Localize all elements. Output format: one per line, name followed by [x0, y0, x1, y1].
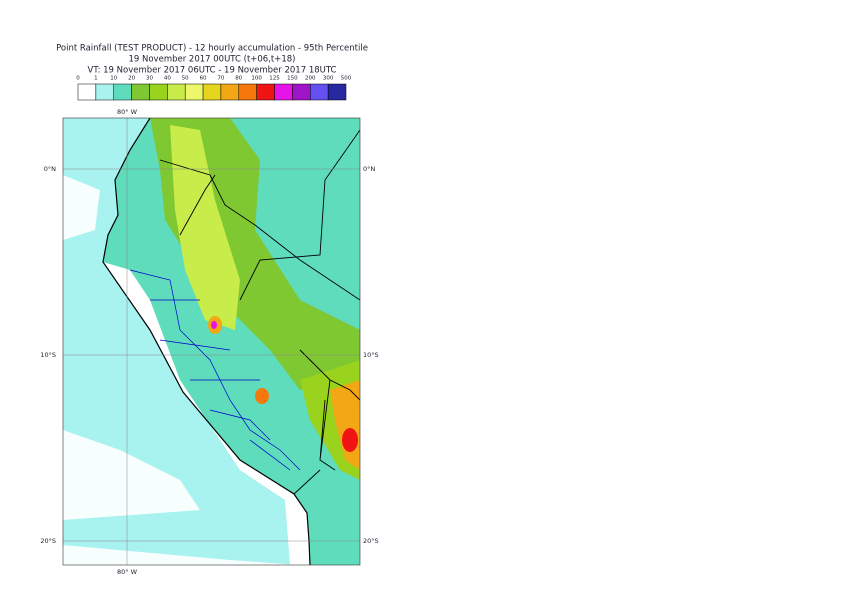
legend-swatch [113, 83, 132, 101]
legend-label: 50 [182, 76, 189, 82]
legend-label: 30 [146, 76, 153, 82]
legend-swatch [256, 83, 275, 101]
legend-swatch [202, 83, 222, 101]
legend-label: 100 [251, 76, 262, 82]
rain-red [342, 428, 358, 452]
legend-label: 40 [164, 76, 171, 82]
rain-max [211, 321, 217, 329]
legend-swatch [167, 83, 186, 101]
legend-label: 80 [235, 76, 242, 82]
legend-label: 20 [128, 76, 135, 82]
lon-label: 80° W [117, 108, 138, 116]
lat-label: 10°S [363, 351, 379, 359]
land [103, 118, 360, 565]
legend-label: 10 [110, 76, 117, 82]
validity: VT: 19 November 2017 06UTC - 19 November… [88, 66, 337, 76]
dry-ocean [63, 175, 300, 565]
admin-borders [129, 269, 301, 471]
legend: 0 1 10 20 30 40 50 60 70 80 100 125 150 200 300 500 [76, 76, 352, 101]
lat-label: 0°N [44, 165, 56, 173]
lon-label: 80° W [117, 568, 138, 576]
coastline [102, 118, 311, 565]
lat-label: 0°N [363, 165, 375, 173]
subtitle: 19 November 2017 00UTC (t+06,t+18) [128, 55, 295, 65]
legend-swatch [184, 83, 204, 101]
legend-label: 60 [200, 76, 207, 82]
legend-swatch [238, 83, 257, 101]
legend-swatch [327, 83, 347, 101]
legend-label: 300 [323, 76, 334, 82]
map [63, 118, 360, 565]
legend-swatch [95, 83, 114, 101]
lat-label: 20°S [363, 537, 379, 545]
legend-swatch [149, 83, 168, 101]
legend-label: 125 [269, 76, 280, 82]
legend-label: 150 [287, 76, 298, 82]
legend-swatch [274, 83, 293, 101]
legend-swatch [131, 83, 150, 101]
legend-label: 200 [305, 76, 316, 82]
legend-swatch [77, 83, 97, 101]
borders [159, 129, 360, 495]
legend-swatch [310, 83, 329, 101]
legend-label: 1 [94, 76, 98, 82]
legend-label: 70 [217, 76, 224, 82]
legend-swatch [220, 83, 240, 101]
title: Point Rainfall (TEST PRODUCT) - 12 hourl… [56, 44, 368, 54]
rain-orange3 [255, 388, 269, 404]
legend-label: 0 [76, 76, 80, 82]
map-frame [62, 117, 361, 566]
legend-label: 500 [341, 76, 352, 82]
lat-label: 10°S [40, 351, 56, 359]
lat-label: 20°S [40, 537, 56, 545]
rain-yellow [170, 125, 240, 330]
legend-swatch [292, 83, 311, 101]
